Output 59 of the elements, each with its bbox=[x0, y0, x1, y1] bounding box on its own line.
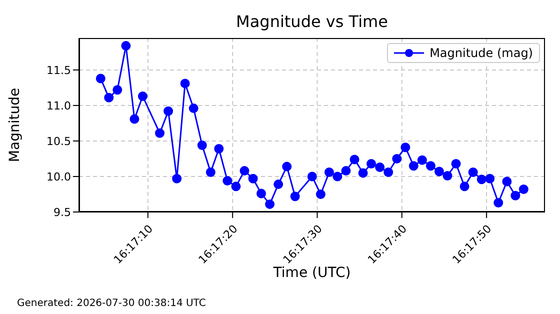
point bbox=[188, 104, 198, 114]
point bbox=[442, 171, 452, 181]
point bbox=[172, 174, 182, 184]
chart-title: Magnitude vs Time bbox=[235, 12, 389, 31]
point bbox=[451, 158, 461, 168]
point bbox=[164, 106, 174, 116]
point bbox=[375, 162, 385, 172]
point bbox=[485, 174, 495, 184]
point bbox=[290, 192, 300, 202]
point bbox=[434, 166, 444, 176]
point bbox=[494, 198, 504, 208]
y-tick-label: 10.5 bbox=[46, 134, 71, 148]
point bbox=[316, 189, 326, 199]
point bbox=[384, 167, 394, 177]
point bbox=[468, 167, 478, 177]
point bbox=[222, 176, 232, 186]
point bbox=[180, 78, 190, 88]
point bbox=[518, 184, 528, 194]
point bbox=[155, 128, 165, 138]
point bbox=[206, 167, 216, 177]
point bbox=[366, 158, 376, 168]
x-axis-title: Time (UTC) bbox=[272, 265, 351, 281]
point bbox=[256, 188, 266, 198]
point bbox=[408, 161, 418, 171]
point bbox=[231, 182, 241, 192]
point bbox=[265, 199, 275, 209]
y-tick-label: 11.0 bbox=[46, 99, 71, 112]
point bbox=[341, 166, 351, 176]
point bbox=[332, 172, 342, 182]
point bbox=[307, 172, 317, 182]
point bbox=[510, 190, 520, 200]
point bbox=[104, 92, 114, 102]
point bbox=[96, 74, 106, 84]
y-tick-label: 11.5 bbox=[46, 64, 71, 77]
point bbox=[426, 161, 436, 171]
y-axis-title: Magnitude bbox=[6, 88, 23, 162]
point bbox=[248, 174, 258, 184]
point bbox=[324, 167, 334, 177]
point bbox=[476, 174, 486, 184]
point bbox=[240, 166, 250, 176]
point bbox=[112, 85, 122, 95]
point bbox=[138, 91, 148, 101]
point bbox=[502, 176, 512, 186]
point bbox=[282, 162, 292, 172]
point bbox=[130, 114, 140, 124]
point bbox=[214, 144, 224, 154]
point bbox=[460, 182, 470, 192]
point bbox=[417, 155, 427, 165]
point bbox=[350, 154, 360, 164]
text: Generated: 2026-07-30 00:38:14 UTC bbox=[17, 298, 206, 309]
point bbox=[358, 168, 368, 178]
point bbox=[274, 180, 284, 190]
point bbox=[400, 142, 410, 152]
legend-label: Magnitude (mag) bbox=[430, 46, 533, 60]
y-tick-label: 9.5 bbox=[54, 206, 71, 219]
point bbox=[392, 154, 402, 164]
y-tick-label: 10.0 bbox=[46, 170, 71, 184]
point bbox=[197, 140, 207, 150]
point bbox=[121, 41, 131, 51]
